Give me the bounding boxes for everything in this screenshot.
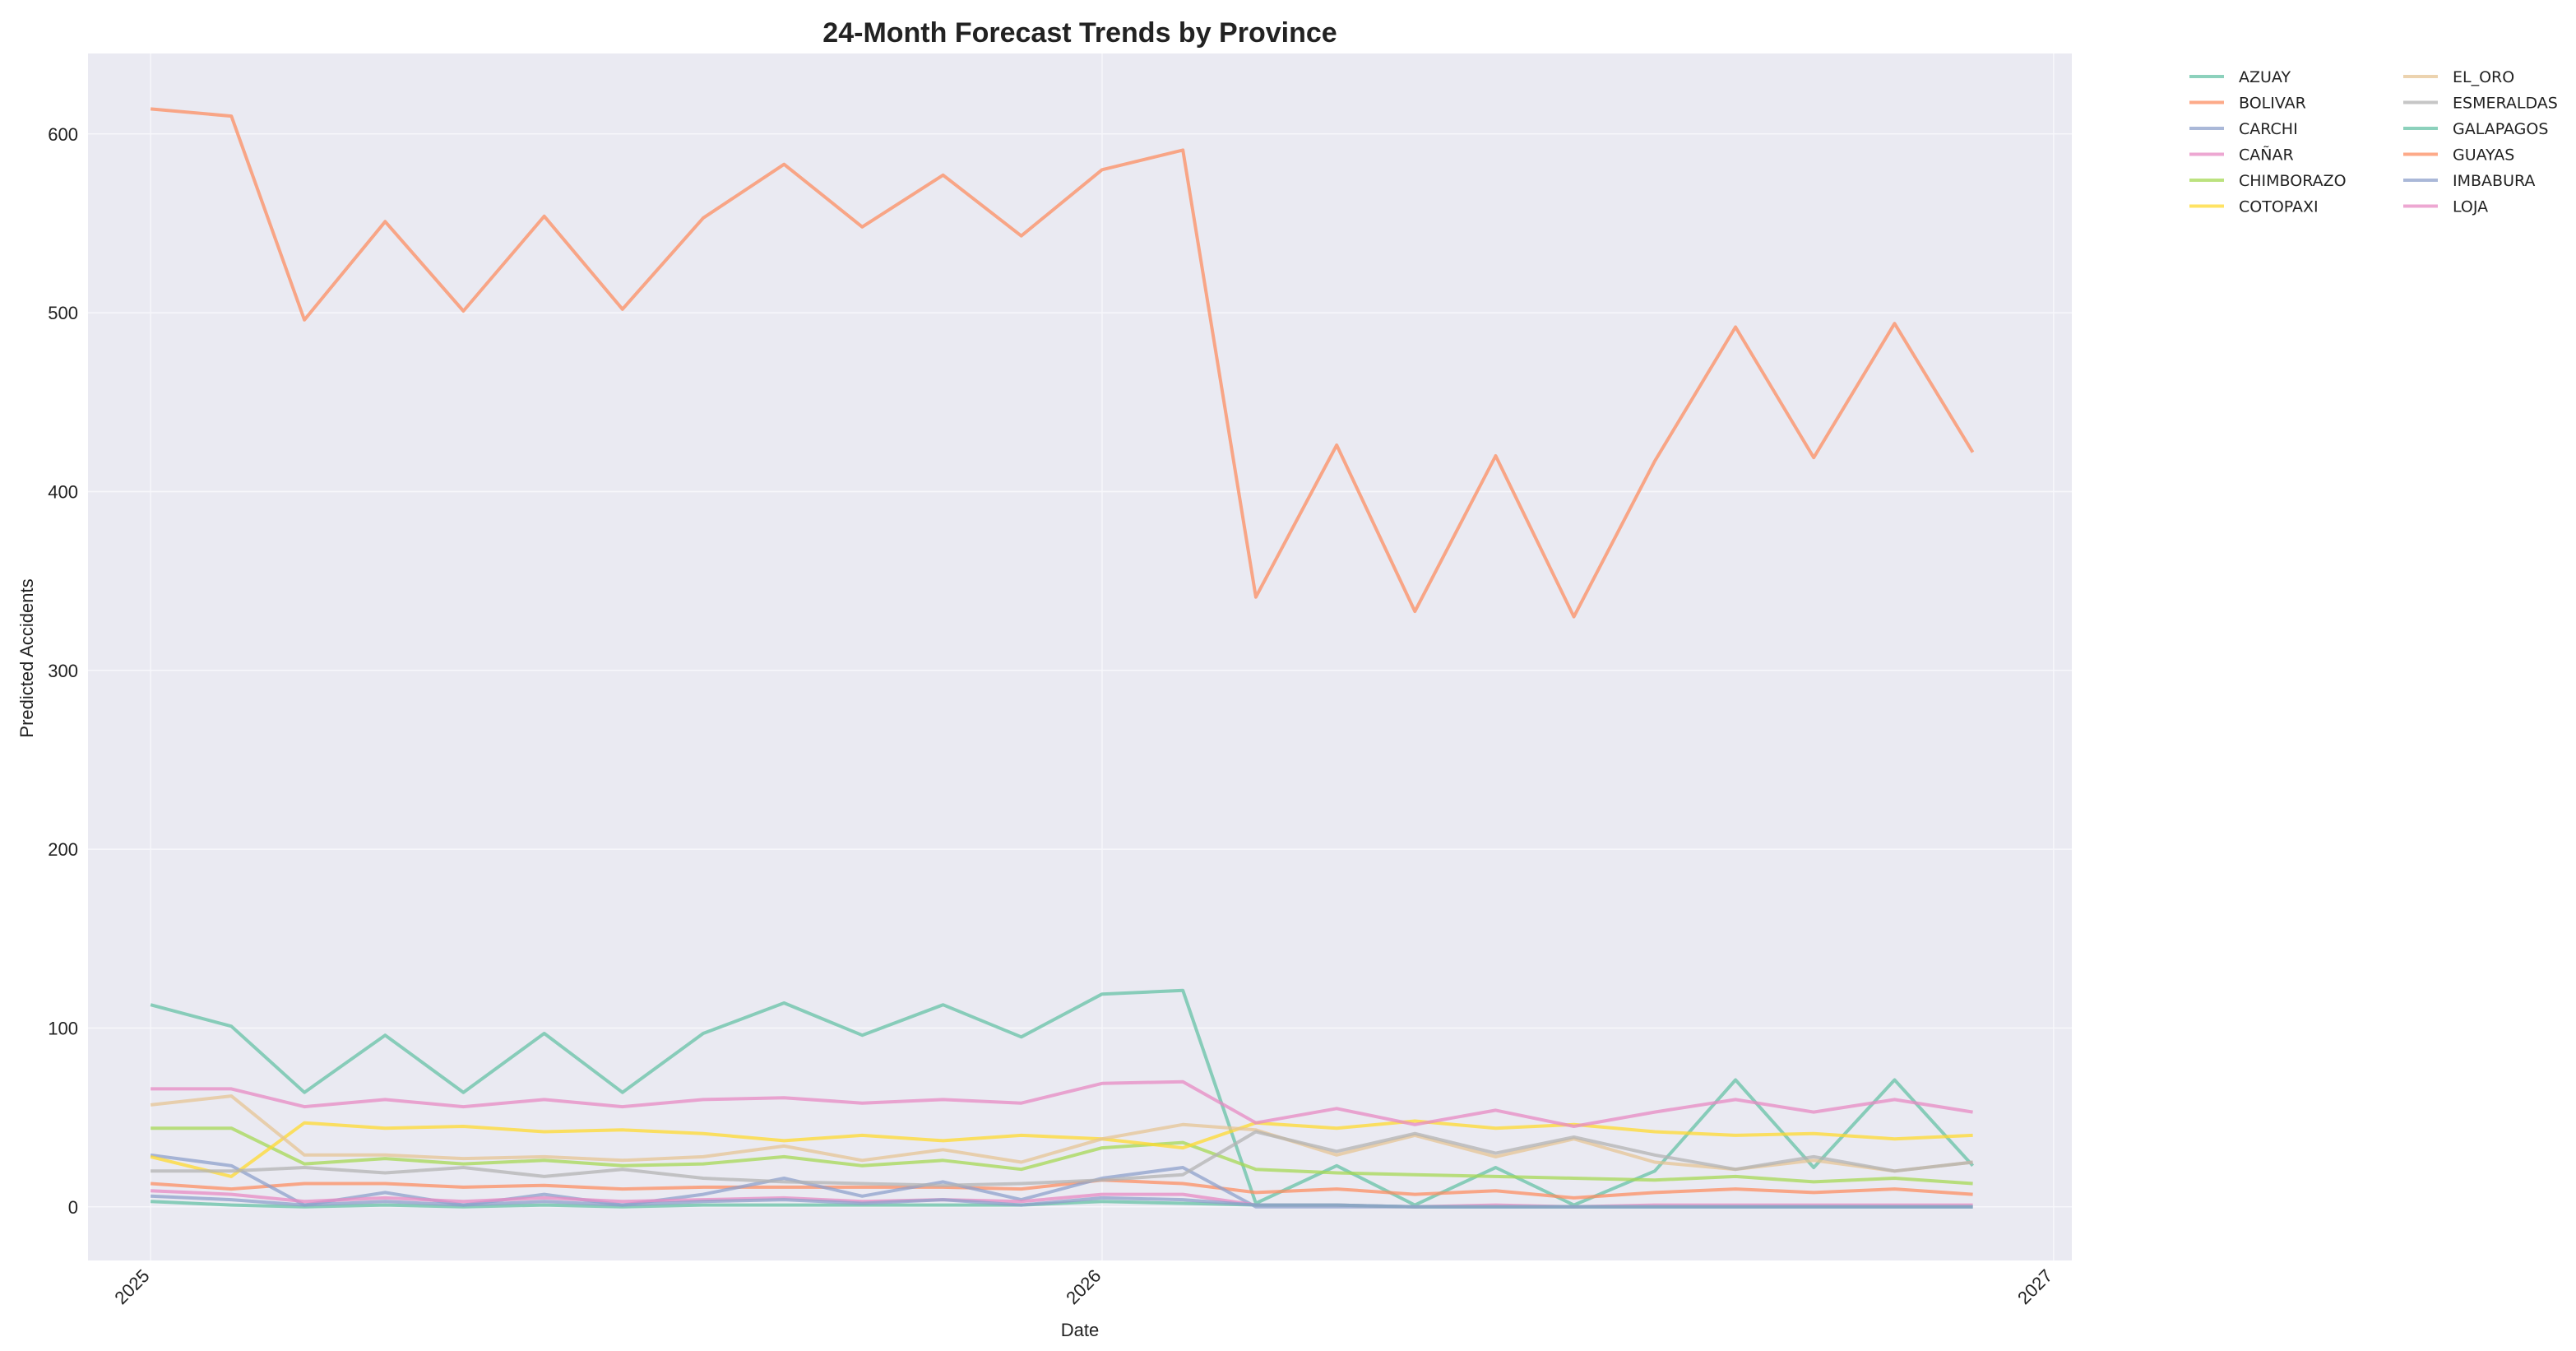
legend-entry: CHIMBORAZO <box>2189 172 2347 190</box>
legend-label: IMBABURA <box>2453 172 2535 190</box>
plot-area <box>88 53 2072 1260</box>
x-axis-ticks: 2025 2026 2027 <box>110 1265 2056 1308</box>
series-line-bolivar <box>150 1178 1973 1200</box>
y-tick-label: 200 <box>48 839 78 860</box>
grid <box>88 53 2072 1260</box>
legend-label: ESMERALDAS <box>2453 95 2558 113</box>
x-axis-label: Date <box>1061 1320 1099 1340</box>
legend-label: EL_ORO <box>2453 68 2514 86</box>
legend-entry: AZUAY <box>2189 68 2291 86</box>
legend-label: GUAYAS <box>2453 146 2514 165</box>
legend-entry: CARCHI <box>2189 120 2298 138</box>
y-axis-label: Predicted Accidents <box>16 578 37 737</box>
y-tick-label: 400 <box>48 481 78 502</box>
y-tick-label: 600 <box>48 124 78 145</box>
legend-label: CARCHI <box>2239 120 2298 138</box>
series-line-el-oro <box>150 1094 1973 1173</box>
x-tick-label: 2025 <box>110 1265 153 1308</box>
chart-title: 24-Month Forecast Trends by Province <box>822 17 1337 49</box>
series-lines <box>150 107 1975 1209</box>
legend-entry: GUAYAS <box>2403 146 2514 165</box>
x-tick-label: 2026 <box>1062 1265 1105 1308</box>
y-tick-label: 100 <box>48 1018 78 1038</box>
y-tick-label: 0 <box>68 1197 78 1218</box>
legend-entry: LOJA <box>2403 198 2488 216</box>
legend-entry: CAÑAR <box>2189 146 2294 165</box>
legend-entry: BOLIVAR <box>2189 95 2306 113</box>
series-line-cañar <box>151 1189 1973 1209</box>
legend-label: LOJA <box>2453 198 2488 216</box>
legend-label: CAÑAR <box>2239 146 2294 165</box>
series-line-imbabura <box>151 1194 1973 1209</box>
legend-label: CHIMBORAZO <box>2239 172 2347 190</box>
legend-entry: IMBABURA <box>2403 172 2535 190</box>
y-axis-ticks: 0 100 200 300 400 500 600 <box>48 124 78 1218</box>
series-line-cotopaxi <box>150 1119 1973 1178</box>
legend-entry: ESMERALDAS <box>2403 95 2558 113</box>
legend-entry: GALAPAGOS <box>2403 120 2548 138</box>
legend-entry: EL_ORO <box>2403 68 2514 86</box>
legend-label: AZUAY <box>2239 68 2291 86</box>
legend: AZUAY BOLIVAR CARCHI CAÑAR CHIMBORAZO COTOPAX… <box>2189 68 2558 216</box>
series-line-loja <box>151 1079 1973 1128</box>
legend-label: BOLIVAR <box>2239 95 2306 113</box>
x-tick-label: 2027 <box>2013 1265 2056 1308</box>
series-line-esmeraldas <box>151 1130 1973 1187</box>
legend-label: GALAPAGOS <box>2453 120 2548 138</box>
y-tick-label: 500 <box>48 303 78 323</box>
series-line-guayas <box>150 107 1975 619</box>
series-line-chimborazo <box>151 1126 1973 1186</box>
legend-label: COTOPAXI <box>2239 198 2319 216</box>
legend-entry: COTOPAXI <box>2189 198 2319 216</box>
y-tick-label: 300 <box>48 661 78 681</box>
